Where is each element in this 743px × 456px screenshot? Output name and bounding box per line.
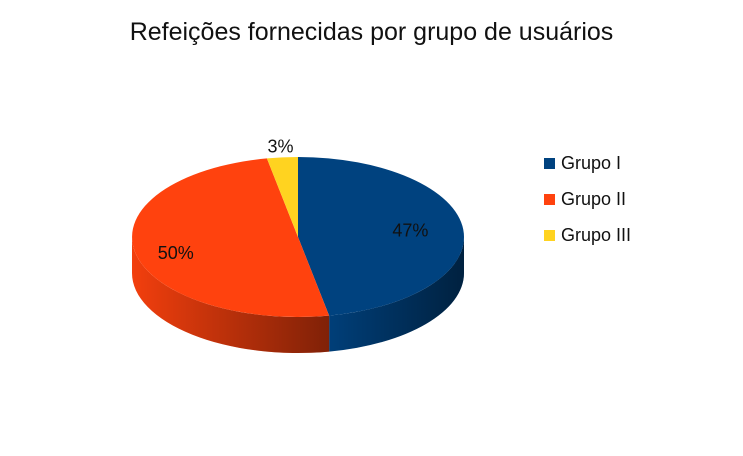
pie-slice-grupo-iii [266,157,298,237]
data-label-grupo-i: 47% [392,221,428,241]
data-label-grupo-iii: 3% [267,137,293,157]
pie-sides [132,237,464,353]
pie-labels: 47% 50% 3% [158,137,429,263]
legend-swatch-grupo-i [544,157,555,169]
legend-entry-grupo-ii: Grupo II [544,181,631,217]
data-label-grupo-ii: 50% [158,243,194,263]
pie-tops [132,157,465,317]
pie-side-shade-grupo-i [329,237,464,352]
legend-entry-grupo-iii: Grupo III [544,217,631,253]
legend: Grupo I Grupo II Grupo III [544,145,631,253]
chart-title: Refeições fornecidas por grupo de usuári… [129,18,614,46]
legend-label-grupo-i: Grupo I [561,152,622,173]
pie-side-shade-grupo-ii [132,237,330,353]
legend-label-grupo-ii: Grupo II [561,188,627,209]
legend-label-grupo-iii: Grupo III [561,224,632,245]
legend-swatch-grupo-iii [544,229,555,241]
pie-slice-grupo-ii [132,158,330,317]
legend-swatch-grupo-ii [544,193,555,205]
pie-slice-grupo-i [298,157,465,316]
legend-entry-grupo-i: Grupo I [544,145,631,181]
